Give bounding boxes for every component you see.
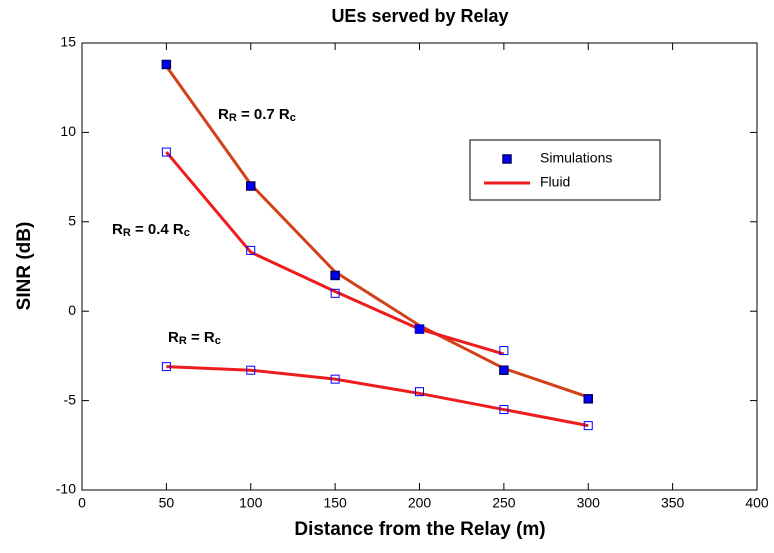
subscript: R [229,112,237,124]
marker [246,365,256,375]
marker [415,324,424,334]
y-axis-label: SINR (dB) [14,222,35,311]
y-tick-label: 15 [60,34,76,50]
x-tick-label: 400 [745,495,769,511]
marker [330,374,340,384]
x-tick-label: 150 [323,495,347,511]
legend-label: Simulations [540,150,612,166]
x-tick-label: 100 [239,495,263,511]
marker [415,387,424,397]
y-tick-label: -10 [56,481,76,497]
chart-title: UEs served by Relay [331,6,508,26]
marker [499,405,509,415]
marker [161,59,172,70]
annotation-text: = R [187,329,215,346]
annotation: RR = 0.4 Rc [112,221,190,239]
annotation-text: = 0.4 R [131,221,184,238]
marker [161,362,171,372]
subscript: R [179,335,187,347]
marker [161,147,171,157]
x-tick-label: 350 [661,495,685,511]
annotation: RR = Rc [168,329,221,347]
fluid-line [165,151,505,356]
annotation: RR = 0.7 Rc [218,106,296,124]
marker [330,270,340,281]
marker [246,245,256,255]
legend-label: Fluid [540,174,570,190]
x-axis-label: Distance from the Relay (m) [294,519,545,540]
y-tick-label: 0 [68,302,76,318]
x-tick-label: 50 [159,495,175,511]
legend-marker [502,154,512,164]
marker [246,181,256,191]
annotation-text: R [218,106,229,123]
marker [499,346,509,356]
fluid-line [165,65,589,399]
x-tick-label: 0 [78,495,86,511]
fluid-line [166,365,589,428]
subscript: c [215,335,221,347]
y-tick-label: -5 [64,391,77,407]
annotation-text: R [168,329,179,346]
marker [330,288,340,298]
marker [499,365,509,375]
marker [583,394,593,404]
x-tick-label: 300 [577,495,601,511]
x-tick-label: 250 [492,495,516,511]
x-tick-label: 200 [408,495,432,511]
subscript: R [123,227,131,239]
annotation-text: = 0.7 R [237,106,290,123]
y-tick-label: 5 [68,213,76,229]
marker [414,324,425,334]
annotation-text: R [112,221,123,238]
marker [583,421,593,431]
y-tick-label: 10 [60,123,76,139]
subscript: c [184,227,190,239]
legend-box [469,139,661,201]
subscript: c [290,112,296,124]
